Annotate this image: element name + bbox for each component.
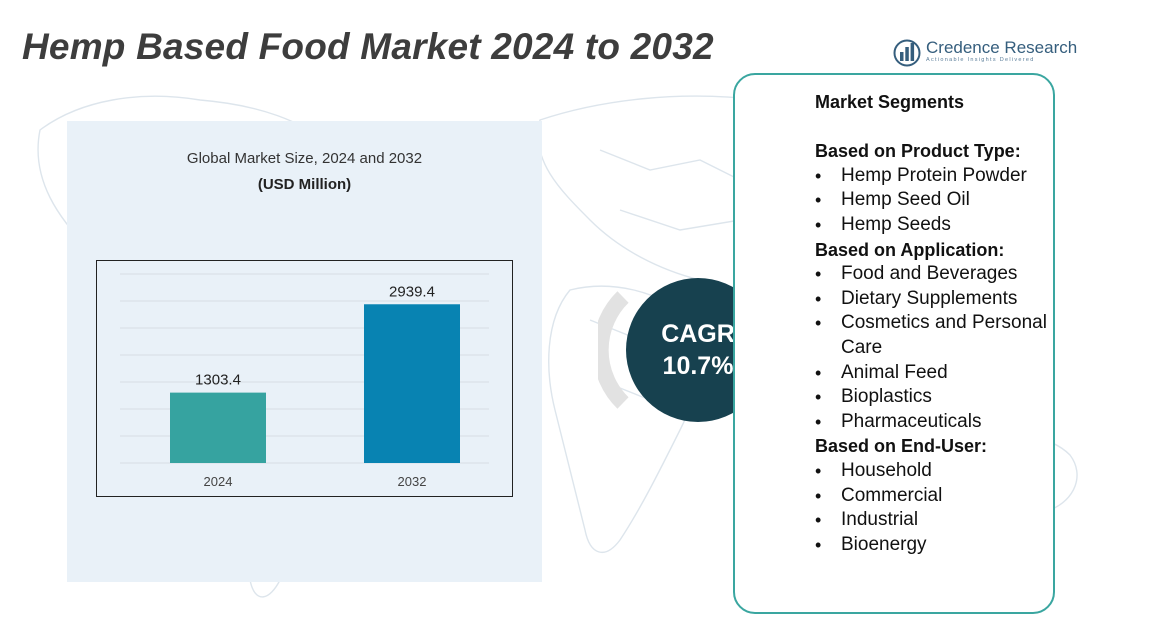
segment-item-label: Commercial (841, 484, 943, 506)
bullet-icon: • (815, 165, 822, 186)
segment-item-label: Household (841, 459, 932, 481)
bullet-icon: • (815, 460, 822, 481)
segment-item: • Hemp Seeds (815, 213, 1065, 238)
segment-item: • Cosmetics and Personal Care (815, 311, 1065, 360)
bullet-icon: • (815, 313, 822, 334)
segment-group-title: Based on Product Type: (815, 141, 1021, 162)
brand-name: Credence Research (926, 38, 1078, 57)
page-title: Hemp Based Food Market 2024 to 2032 (22, 26, 714, 67)
segment-item: • Commercial (815, 484, 1065, 509)
segment-list-product-type: • Hemp Protein Powder • Hemp Seed Oil • Hem… (815, 164, 1065, 238)
cagr-label: CAGR (661, 320, 735, 348)
segment-item: • Animal Feed (815, 361, 1065, 386)
bar-value-label: 2939.4 (389, 283, 435, 300)
bullet-icon: • (815, 485, 822, 506)
cagr-ring (598, 291, 629, 409)
segments-spacer (815, 115, 1065, 140)
segment-item-label: Animal Feed (841, 361, 948, 383)
segment-list-end-user: • Household • Commercial • Industrial • Bioe… (815, 459, 1065, 557)
bar-chart-globe-icon (893, 39, 921, 67)
segment-item-label: Cosmetics and Personal Care (841, 312, 1047, 358)
bar-chart: 1303.4 2024 2939.4 2032 (96, 260, 513, 497)
chart-panel (67, 121, 542, 582)
x-tick-label: 2032 (398, 474, 427, 489)
segment-item-label: Industrial (841, 509, 919, 531)
cagr-value: 10.7% (662, 352, 734, 380)
bullet-icon: • (815, 214, 822, 235)
plot-frame (96, 260, 513, 497)
segment-item-label: Hemp Seeds (841, 213, 951, 235)
bullet-icon: • (815, 534, 822, 555)
segment-item-label: Bioenergy (841, 533, 927, 555)
segment-group-title: Based on End-User: (815, 436, 988, 457)
bullet-icon: • (815, 288, 822, 309)
bar-2032 (364, 304, 460, 463)
brand-tagline: Actionable Insights Delivered (926, 57, 1035, 63)
x-tick-label: 2024 (204, 474, 233, 489)
market-segments-box (733, 73, 1055, 614)
chart-title: Global Market Size, 2024 and 2032 (186, 150, 423, 167)
segment-item: • Industrial (815, 508, 1065, 533)
bullet-icon: • (815, 264, 822, 285)
segment-item: • Bioenergy (815, 533, 1065, 558)
segment-item-label: Food and Beverages (841, 263, 1018, 285)
bar-value-label: 1303.4 (195, 372, 241, 389)
segment-item: • Hemp Seed Oil (815, 188, 1065, 213)
bullet-icon: • (815, 190, 822, 211)
bullet-icon: • (815, 411, 822, 432)
segment-item-label: Hemp Seed Oil (841, 189, 970, 211)
segment-item-label: Dietary Supplements (841, 287, 1018, 309)
bullet-icon: • (815, 510, 822, 531)
segment-item: • Bioplastics (815, 385, 1065, 410)
segment-item-label: Hemp Protein Powder (841, 164, 1027, 186)
segment-item: • Dietary Supplements (815, 287, 1065, 312)
segment-item-label: Pharmaceuticals (841, 410, 982, 432)
segment-item: • Hemp Protein Powder (815, 164, 1065, 189)
segment-item: • Household (815, 459, 1065, 484)
segment-item-label: Bioplastics (841, 386, 932, 408)
brand-logo: Credence Research Actionable Insights De… (893, 36, 1083, 72)
bar-2024 (170, 392, 266, 463)
segments-heading: Market Segments (815, 92, 965, 112)
market-segments: Market Segments Based on Product Type: •… (815, 90, 1065, 557)
chart-subtitle: (USD Million) (257, 176, 352, 193)
bullet-icon: • (815, 387, 822, 408)
bullet-icon: • (815, 362, 822, 383)
segment-group-title: Based on Application: (815, 239, 1005, 260)
segment-item: • Food and Beverages (815, 262, 1065, 287)
segment-item: • Pharmaceuticals (815, 410, 1065, 435)
segment-list-application: • Food and Beverages • Dietary Supplements… (815, 262, 1065, 434)
